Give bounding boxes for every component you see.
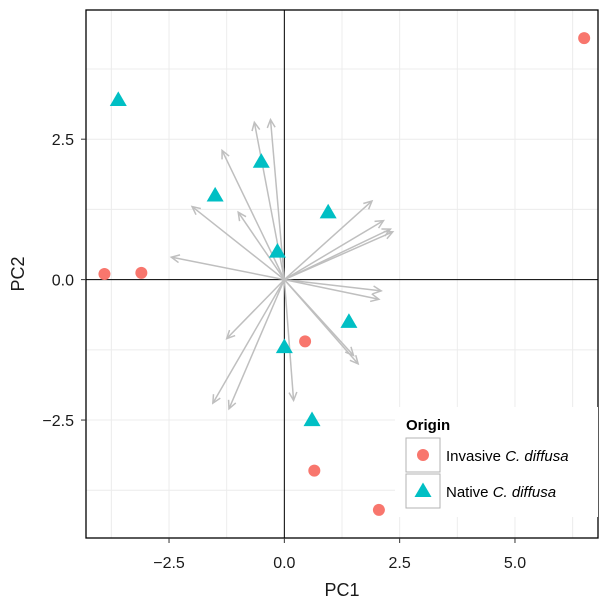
loading-vector-shaft <box>283 279 295 401</box>
loading-vector-arrowhead <box>383 230 395 240</box>
loading-vector <box>283 279 298 403</box>
loading-vector <box>284 230 395 281</box>
loading-vector <box>190 205 285 281</box>
loading-vector <box>227 279 286 411</box>
x-tick-label: 0.0 <box>273 555 295 572</box>
loading-vector <box>284 278 383 295</box>
loading-vector-arrowhead <box>374 219 385 229</box>
loading-vector <box>283 279 355 357</box>
loading-vector-shaft <box>283 219 384 281</box>
legend-title: Origin <box>406 417 450 434</box>
legend-label-native: Native C. diffusa <box>446 484 556 501</box>
plot-border <box>85 9 599 539</box>
native-point <box>319 203 337 219</box>
y-tick-label: 2.5 <box>52 132 74 149</box>
x-tick-label: −2.5 <box>153 555 185 572</box>
y-axis-ticks: −2.5 0.0 2.5 <box>42 132 86 430</box>
y-tick-label: −2.5 <box>42 413 74 430</box>
loading-vector-arrowhead <box>190 205 202 216</box>
invasive-point <box>135 266 148 279</box>
loading-vector-shaft <box>221 150 286 280</box>
loading-vector-shaft <box>191 206 285 281</box>
invasive-point <box>372 503 385 516</box>
native-point <box>206 186 224 202</box>
loading-vector-shaft <box>284 278 380 301</box>
loading-vector-arrowhead <box>266 117 276 129</box>
legend-key-box-invasive <box>405 437 441 473</box>
loading-vector <box>169 254 285 281</box>
loading-vector-arrowhead <box>169 254 181 264</box>
invasive-point <box>578 32 591 45</box>
loading-vector <box>221 148 286 280</box>
legend: Origin Invasive C. diffusa Native C. dif… <box>395 407 598 517</box>
loading-vector <box>237 210 285 281</box>
loading-vector-shaft <box>228 279 286 410</box>
data-points <box>98 32 591 516</box>
legend-key-triangle <box>414 482 432 497</box>
x-axis-ticks: −2.5 0.0 2.5 5.0 <box>153 538 526 572</box>
loading-vector-arrowhead <box>221 148 230 160</box>
loading-vector-arrowhead <box>349 354 360 366</box>
y-tick-label: 0.0 <box>52 273 74 290</box>
native-point <box>275 338 293 354</box>
loading-vector-shaft <box>283 200 373 281</box>
x-tick-label: 2.5 <box>389 555 411 572</box>
x-axis-title: PC1 <box>324 580 359 600</box>
invasive-point <box>98 268 111 280</box>
y-axis-title: PC2 <box>8 256 28 291</box>
loading-vector-arrowhead <box>363 199 374 210</box>
loading-vector-shaft <box>237 211 285 281</box>
loading-vector-shaft <box>283 279 355 356</box>
loading-vector-arrowhead <box>237 210 247 222</box>
native-point <box>109 91 127 106</box>
loading-vector-shaft <box>284 231 394 281</box>
loading-vector-arrowhead <box>372 285 383 295</box>
loading-vector-shaft <box>226 279 285 340</box>
loading-vector <box>283 219 385 281</box>
native-point <box>340 313 358 328</box>
loading-vector-arrowhead <box>211 394 221 405</box>
native-point <box>303 411 321 427</box>
loading-vector <box>284 278 381 303</box>
loading-vector-arrowhead <box>225 329 236 340</box>
loading-vector <box>225 279 285 340</box>
native-point <box>268 243 286 258</box>
loading-vector-shaft <box>284 278 382 292</box>
loading-vector-arrowhead <box>251 120 261 132</box>
loading-vector-shaft <box>171 256 285 281</box>
x-tick-label: 5.0 <box>504 555 526 572</box>
loading-vector-arrowhead <box>369 293 381 303</box>
loading-vector-shaft <box>212 279 285 404</box>
legend-key-circle <box>417 449 429 461</box>
invasive-point <box>299 335 312 348</box>
loading-vector <box>283 199 374 281</box>
loading-vector-arrowhead <box>288 391 298 403</box>
loading-vector-arrowhead <box>227 399 237 411</box>
legend-label-invasive: Invasive C. diffusa <box>446 448 569 465</box>
loading-vector-arrowhead <box>344 346 355 357</box>
native-point <box>252 153 270 168</box>
loading-vector <box>211 279 285 405</box>
invasive-point <box>308 464 321 477</box>
